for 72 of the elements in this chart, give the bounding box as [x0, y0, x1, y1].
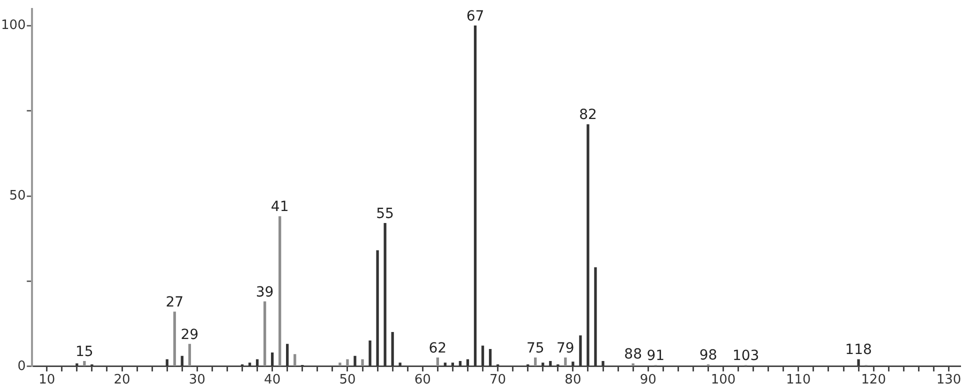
annotation: 55	[376, 206, 394, 222]
bar	[180, 356, 184, 366]
bar	[376, 250, 379, 366]
bar	[481, 346, 484, 366]
bar	[248, 362, 252, 366]
x-tick-label: 100	[710, 372, 736, 388]
bar	[474, 26, 477, 366]
bar	[346, 359, 349, 366]
x-tick-label: 120	[861, 372, 886, 388]
bar	[398, 362, 402, 366]
x-tick-label: 130	[936, 372, 962, 388]
bar	[294, 354, 296, 366]
bar	[83, 360, 86, 366]
annotation: 91	[646, 348, 665, 364]
bar	[188, 344, 191, 366]
bar	[444, 362, 447, 366]
y-tick-label: 100	[0, 18, 26, 34]
bar	[564, 358, 567, 366]
bar	[286, 344, 289, 366]
x-tick-label: 40	[264, 372, 281, 388]
bar	[572, 362, 574, 366]
y-tick-label: 50	[9, 188, 26, 204]
bar	[594, 267, 597, 366]
x-tick-label: 10	[38, 372, 56, 388]
bar	[368, 340, 372, 366]
annotation: 67	[466, 8, 484, 24]
annotation: 98	[699, 347, 718, 364]
annotation: 75	[526, 340, 544, 357]
bar	[632, 363, 634, 366]
bar	[549, 360, 552, 366]
bar	[384, 223, 386, 366]
bar	[466, 359, 470, 366]
x-tick-label: 80	[564, 372, 582, 388]
bar	[436, 358, 439, 366]
bar	[542, 362, 544, 366]
annotation: 82	[579, 107, 597, 124]
bar	[579, 335, 582, 366]
x-tick-label: 110	[786, 372, 811, 388]
x-tick-label: 90	[640, 372, 656, 388]
x-tick-label: 20	[114, 372, 130, 388]
bar	[256, 359, 259, 366]
annotation: 15	[76, 344, 94, 360]
x-tick-label: 60	[414, 372, 431, 388]
annotation: 29	[180, 326, 199, 343]
annotation: 62	[428, 340, 447, 357]
annotation: 118	[845, 342, 872, 358]
bar	[278, 216, 282, 366]
x-tick-label: 50	[339, 372, 356, 388]
bar	[534, 358, 537, 366]
annotation: 88	[624, 346, 642, 362]
bar	[857, 359, 860, 366]
annotation: 41	[270, 199, 289, 216]
bar	[361, 359, 364, 366]
bar	[488, 349, 492, 366]
y-tick-label: 0	[18, 358, 26, 374]
bar	[338, 362, 342, 366]
bar	[173, 312, 176, 366]
annotation: 103	[732, 348, 760, 364]
x-tick-label: 30	[188, 372, 206, 388]
bar	[451, 362, 454, 366]
bar	[586, 124, 590, 366]
bar	[602, 360, 604, 366]
annotation: 79	[556, 340, 574, 357]
bar	[270, 352, 274, 366]
annotation: 27	[166, 294, 184, 311]
bar	[354, 356, 356, 366]
bar	[166, 359, 168, 366]
annotation: 39	[256, 284, 274, 300]
bar	[263, 301, 266, 366]
bar	[391, 332, 394, 366]
bar	[458, 360, 462, 366]
x-tick-label: 70	[490, 372, 506, 388]
